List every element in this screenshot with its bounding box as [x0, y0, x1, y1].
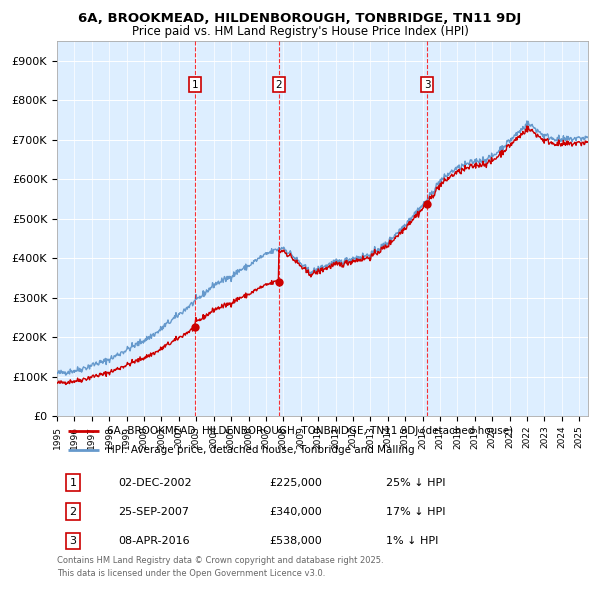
Text: 1: 1 [191, 80, 198, 90]
Text: £340,000: £340,000 [269, 507, 322, 517]
Text: 1: 1 [70, 478, 76, 487]
Text: 2: 2 [70, 507, 76, 517]
Text: 3: 3 [424, 80, 431, 90]
Text: 25-SEP-2007: 25-SEP-2007 [118, 507, 189, 517]
Text: Price paid vs. HM Land Registry's House Price Index (HPI): Price paid vs. HM Land Registry's House … [131, 25, 469, 38]
Text: 25% ↓ HPI: 25% ↓ HPI [386, 478, 446, 487]
Text: £225,000: £225,000 [269, 478, 322, 487]
Text: 6A, BROOKMEAD, HILDENBOROUGH, TONBRIDGE, TN11 9DJ (detached house): 6A, BROOKMEAD, HILDENBOROUGH, TONBRIDGE,… [107, 427, 514, 437]
Text: HPI: Average price, detached house, Tonbridge and Malling: HPI: Average price, detached house, Tonb… [107, 445, 415, 455]
Text: 08-APR-2016: 08-APR-2016 [118, 536, 190, 546]
Text: 17% ↓ HPI: 17% ↓ HPI [386, 507, 446, 517]
Text: Contains HM Land Registry data © Crown copyright and database right 2025.
This d: Contains HM Land Registry data © Crown c… [57, 556, 383, 578]
Text: 1% ↓ HPI: 1% ↓ HPI [386, 536, 439, 546]
Text: 6A, BROOKMEAD, HILDENBOROUGH, TONBRIDGE, TN11 9DJ: 6A, BROOKMEAD, HILDENBOROUGH, TONBRIDGE,… [79, 12, 521, 25]
Text: 02-DEC-2002: 02-DEC-2002 [118, 478, 191, 487]
Text: 2: 2 [275, 80, 282, 90]
Text: 3: 3 [70, 536, 76, 546]
Text: £538,000: £538,000 [269, 536, 322, 546]
